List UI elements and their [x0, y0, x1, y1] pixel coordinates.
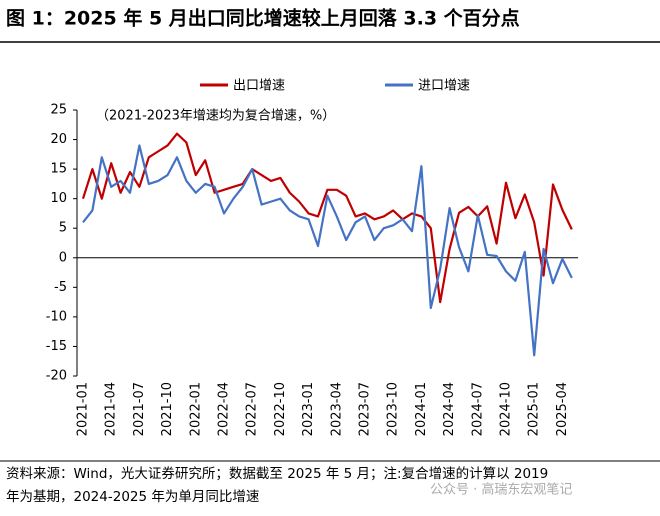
- series-line: [81, 132, 573, 304]
- watermark: 公众号 · 高瑞东宏观笔记: [430, 482, 572, 498]
- y-tick-label: -15: [46, 339, 67, 354]
- x-tick-label: 2024-07: [470, 382, 485, 436]
- y-tick-label: 0: [59, 250, 67, 265]
- x-tick-label: 2024-04: [442, 382, 457, 436]
- x-tick-label: 2025-01: [527, 382, 542, 436]
- y-tick-label: -20: [46, 369, 67, 384]
- x-tick-label: 2023-04: [329, 382, 344, 436]
- x-tick-label: 2023-07: [358, 382, 373, 436]
- x-tick-label: 2021-04: [104, 382, 119, 436]
- x-tick-label: 2022-01: [188, 382, 203, 436]
- x-tick-label: 2023-01: [301, 382, 316, 436]
- chart-title: 图 1：2025 年 5 月出口同比增速较上月回落 3.3 个百分点: [6, 7, 520, 30]
- y-tick-label: -5: [54, 280, 67, 295]
- footer: 年为基期，2024-2025 年为单月同比增速: [6, 488, 259, 505]
- y-tick-label: 15: [50, 162, 67, 177]
- annotation: （2021-2023年增速均为复合增速，%）: [96, 109, 335, 124]
- x-tick-label: 2024-10: [499, 382, 514, 436]
- footer: 资料来源：Wind，光大证券研究所；数据截至 2025 年 5 月；注:复合增速…: [6, 465, 548, 482]
- series-line: [82, 144, 573, 357]
- x-tick-label: 2021-07: [132, 382, 147, 436]
- y-tick-label: 20: [50, 132, 67, 147]
- x-tick-label: 2021-10: [160, 382, 175, 436]
- x-tick-label: 2021-01: [76, 382, 91, 436]
- y-tick-label: 5: [59, 221, 67, 236]
- x-tick-label: 2022-04: [217, 382, 232, 436]
- x-tick-label: 2025-04: [555, 382, 570, 436]
- x-tick-label: 2022-10: [273, 382, 288, 436]
- x-tick-label: 2022-07: [245, 382, 260, 436]
- x-tick-label: 2023-10: [386, 382, 401, 436]
- y-tick-label: -10: [46, 309, 67, 324]
- y-tick-label: 25: [50, 103, 67, 118]
- x-tick-label: 2024-01: [414, 382, 429, 436]
- legend-label: 进口增速: [418, 79, 470, 94]
- legend-label: 出口增速: [233, 79, 285, 94]
- y-tick-label: 10: [50, 191, 67, 206]
